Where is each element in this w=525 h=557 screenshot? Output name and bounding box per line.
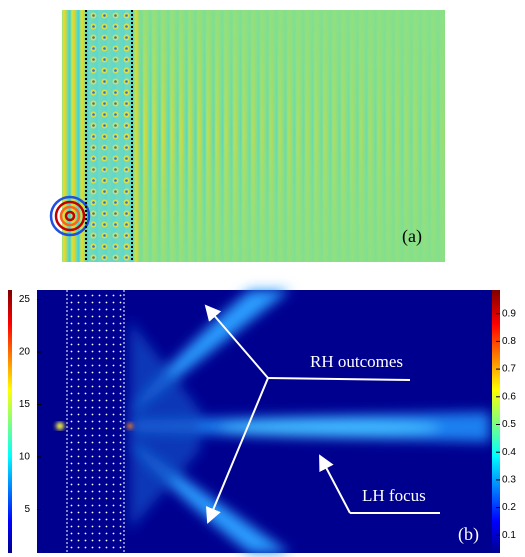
colorbar-tick-label: 0.8	[502, 336, 516, 347]
panel-label: (b)	[458, 524, 479, 545]
panel-a: (a)	[51, 10, 445, 262]
colorbar-tick-label: 0.6	[502, 391, 516, 402]
colorbar-tick-label: 0.9	[502, 308, 516, 319]
y-tick-label: 20	[19, 347, 31, 358]
colorbar-tick-label: 0.7	[502, 364, 516, 375]
annotation: LH focus	[362, 486, 426, 505]
y-tick-label: 5	[24, 504, 30, 515]
page: {"panel_a":{"label":"(a)"}, "panel_b":{"…	[0, 0, 525, 557]
figure: (a) RH outcomes LH focus (b) 5 10 15 20 25 0.…	[0, 0, 525, 557]
colorbar-tick-label: 0.5	[502, 419, 516, 430]
colorbar-tick-label: 0.4	[502, 447, 516, 458]
colorbar-tick-label: 0.3	[502, 475, 516, 486]
lattice	[68, 292, 124, 553]
y-tick-label: 15	[19, 399, 31, 410]
y-tick-label: 25	[19, 294, 31, 305]
annotation: RH outcomes	[310, 352, 403, 371]
colorbar-left	[8, 290, 12, 553]
colorbar-tick-label: 0.2	[502, 502, 516, 513]
crystal	[88, 10, 132, 262]
colorbar-right	[492, 290, 500, 553]
panel-label: (a)	[402, 226, 422, 247]
panel-b: RH outcomes LH focus (b)	[8, 290, 500, 553]
y-tick-label: 10	[19, 452, 31, 463]
colorbar-tick-label: 0.1	[502, 530, 516, 541]
